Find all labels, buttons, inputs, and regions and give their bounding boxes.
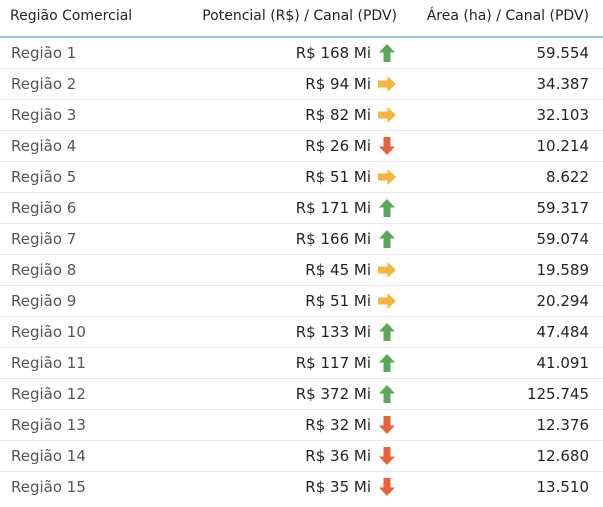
column-header-area[interactable]: Área (ha) / Canal (PDV) [426, 8, 589, 24]
potential-value: R$ 168 Mi [295, 44, 371, 62]
area-value: 47.484 [536, 323, 590, 341]
potential-value: R$ 133 Mi [295, 323, 371, 341]
table-row[interactable]: Região 2 R$ 94 Mi 34.387 [0, 69, 603, 100]
region-name: Região 5 [11, 168, 77, 186]
potential-value: R$ 166 Mi [295, 230, 371, 248]
region-name: Região 12 [11, 385, 86, 403]
potential-value: R$ 117 Mi [295, 354, 371, 372]
potential-value: R$ 26 Mi [305, 137, 371, 155]
area-value: 59.554 [536, 44, 590, 62]
potential-value: R$ 51 Mi [305, 168, 371, 186]
region-name: Região 11 [11, 354, 86, 372]
arrow-down-icon [376, 476, 398, 498]
table-row[interactable]: Região 3 R$ 82 Mi 32.103 [0, 100, 603, 131]
potential-value: R$ 82 Mi [305, 106, 371, 124]
table-row[interactable]: Região 13 R$ 32 Mi 12.376 [0, 410, 603, 441]
arrow-up-icon [376, 321, 398, 343]
region-name: Região 7 [11, 230, 77, 248]
arrow-up-icon [376, 352, 398, 374]
area-value: 12.376 [536, 416, 590, 434]
region-name: Região 6 [11, 199, 77, 217]
table-row[interactable]: Região 6 R$ 171 Mi 59.317 [0, 193, 603, 224]
arrow-right-icon [376, 259, 398, 281]
area-value: 20.294 [536, 292, 590, 310]
region-name: Região 1 [11, 44, 77, 62]
table-row[interactable]: Região 15 R$ 35 Mi 13.510 [0, 472, 603, 503]
area-value: 34.387 [536, 75, 590, 93]
area-value: 8.622 [546, 168, 589, 186]
area-value: 13.510 [536, 478, 590, 496]
region-name: Região 14 [11, 447, 86, 465]
arrow-up-icon [376, 197, 398, 219]
arrow-up-icon [376, 228, 398, 250]
arrow-down-icon [376, 135, 398, 157]
area-value: 125.745 [526, 385, 589, 403]
arrow-right-icon [376, 290, 398, 312]
potential-value: R$ 94 Mi [305, 75, 371, 93]
region-name: Região 8 [11, 261, 77, 279]
area-value: 12.680 [536, 447, 590, 465]
potential-value: R$ 171 Mi [295, 199, 371, 217]
arrow-down-icon [376, 445, 398, 467]
table-row[interactable]: Região 7 R$ 166 Mi 59.074 [0, 224, 603, 255]
potential-value: R$ 36 Mi [305, 447, 371, 465]
region-name: Região 15 [11, 478, 86, 496]
region-name: Região 13 [11, 416, 86, 434]
column-header-region[interactable]: Região Comercial [10, 8, 133, 24]
arrow-up-icon [376, 383, 398, 405]
region-name: Região 2 [11, 75, 77, 93]
arrow-right-icon [376, 166, 398, 188]
potential-value: R$ 372 Mi [295, 385, 371, 403]
region-name: Região 10 [11, 323, 86, 341]
arrow-right-icon [376, 73, 398, 95]
area-value: 19.589 [536, 261, 590, 279]
arrow-up-icon [376, 42, 398, 64]
table-row[interactable]: Região 10 R$ 133 Mi 47.484 [0, 317, 603, 348]
table-row[interactable]: Região 4 R$ 26 Mi 10.214 [0, 131, 603, 162]
arrow-down-icon [376, 414, 398, 436]
table-row[interactable]: Região 9 R$ 51 Mi 20.294 [0, 286, 603, 317]
area-value: 10.214 [536, 137, 590, 155]
area-value: 59.074 [536, 230, 590, 248]
table-row[interactable]: Região 8 R$ 45 Mi 19.589 [0, 255, 603, 286]
potential-value: R$ 35 Mi [305, 478, 371, 496]
area-value: 59.317 [536, 199, 590, 217]
region-name: Região 3 [11, 106, 77, 124]
area-value: 32.103 [536, 106, 590, 124]
table-row[interactable]: Região 14 R$ 36 Mi 12.680 [0, 441, 603, 472]
potential-value: R$ 51 Mi [305, 292, 371, 310]
region-name: Região 9 [11, 292, 77, 310]
arrow-right-icon [376, 104, 398, 126]
potential-value: R$ 32 Mi [305, 416, 371, 434]
region-name: Região 4 [11, 137, 77, 155]
table-body: Região 1 R$ 168 Mi 59.554 Região 2 R$ 94 Mi 3… [0, 38, 603, 503]
table-row[interactable]: Região 1 R$ 168 Mi 59.554 [0, 38, 603, 69]
table-header: Região Comercial Potencial (R$) / Canal … [0, 0, 603, 38]
area-value: 41.091 [536, 354, 590, 372]
table-row[interactable]: Região 11 R$ 117 Mi 41.091 [0, 348, 603, 379]
potential-value: R$ 45 Mi [305, 261, 371, 279]
column-header-potential[interactable]: Potencial (R$) / Canal (PDV) [202, 8, 397, 24]
table-row[interactable]: Região 5 R$ 51 Mi 8.622 [0, 162, 603, 193]
table-row[interactable]: Região 12 R$ 372 Mi 125.745 [0, 379, 603, 410]
